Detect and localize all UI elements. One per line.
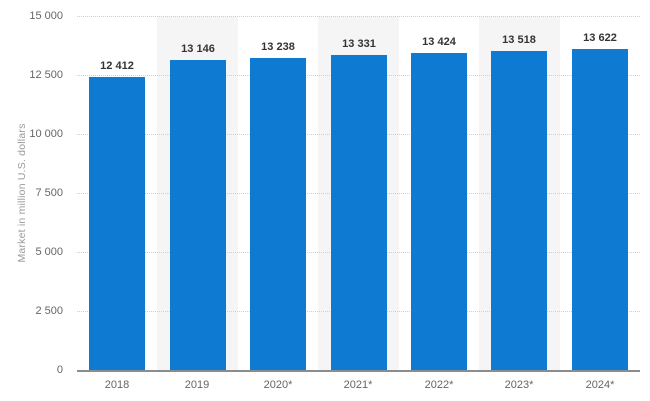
bar <box>331 55 387 370</box>
bar <box>89 77 145 370</box>
bar <box>572 49 628 370</box>
y-tick-label: 5 000 <box>35 246 63 258</box>
x-tick-label: 2020* <box>263 379 293 391</box>
y-tick-label: 2 500 <box>35 305 63 317</box>
bar <box>411 53 467 370</box>
bar-value-label: 12 412 <box>100 60 134 72</box>
bar <box>170 60 226 370</box>
y-tick-label: 10 000 <box>29 128 63 140</box>
x-axis-line <box>77 370 640 372</box>
x-tick-label: 2023* <box>504 379 534 391</box>
bar-value-label: 13 424 <box>422 36 456 48</box>
x-tick-label: 2021* <box>343 379 373 391</box>
bar-value-label: 13 518 <box>502 34 536 46</box>
x-tick-label: 2019 <box>184 379 210 391</box>
bar-value-label: 13 331 <box>342 38 376 50</box>
bar-value-label: 13 238 <box>261 41 295 53</box>
x-tick-label: 2018 <box>104 379 130 391</box>
x-tick-label: 2024* <box>585 379 615 391</box>
y-tick-label: 15 000 <box>29 10 63 22</box>
y-tick-label: 12 500 <box>29 69 63 81</box>
bar <box>491 51 547 370</box>
bar-value-label: 13 622 <box>583 32 617 44</box>
bar <box>250 58 306 370</box>
bar-value-label: 13 146 <box>181 43 215 55</box>
y-tick-label: 0 <box>56 364 63 376</box>
y-tick-label: 7 500 <box>35 187 63 199</box>
x-tick-label: 2022* <box>424 379 454 391</box>
grid-line <box>77 16 640 17</box>
